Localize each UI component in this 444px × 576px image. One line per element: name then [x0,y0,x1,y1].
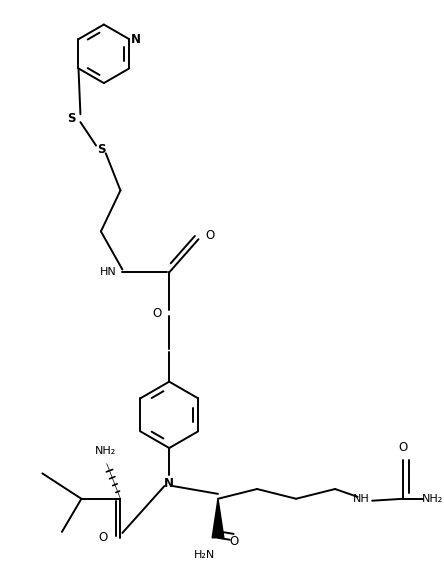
Text: O: O [229,535,238,548]
Text: HN: HN [100,267,117,278]
Text: H₂N: H₂N [194,550,215,560]
Text: N: N [164,477,174,490]
Text: NH₂: NH₂ [422,494,443,504]
Text: O: O [98,531,107,544]
Text: S: S [67,112,76,125]
Text: N: N [131,33,141,46]
Text: NH: NH [353,494,370,504]
Text: S: S [97,143,105,156]
Text: O: O [206,229,215,242]
Polygon shape [212,499,224,538]
Text: O: O [399,441,408,453]
Text: NH₂: NH₂ [95,446,116,456]
Text: O: O [152,307,161,320]
